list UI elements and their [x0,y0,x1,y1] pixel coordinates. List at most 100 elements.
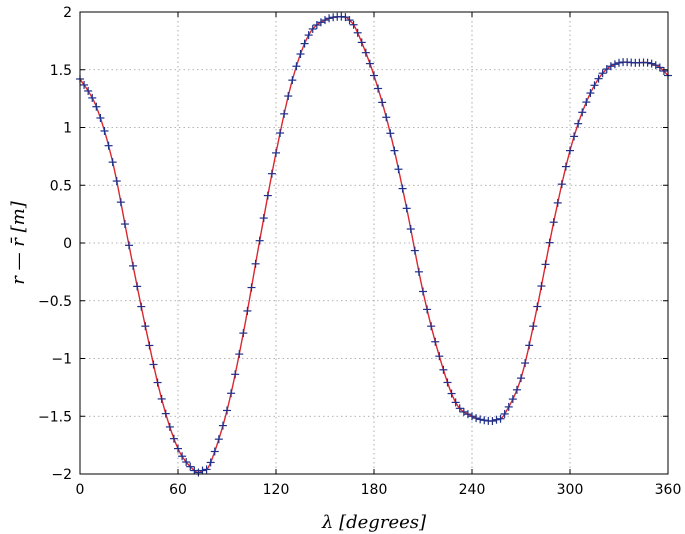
series-marker [243,306,252,315]
series-marker [288,76,297,85]
series-marker [590,81,599,90]
y-tick-label: 2 [63,5,72,21]
series-marker [463,410,472,419]
x-tick-label: 300 [557,482,584,498]
series-marker [267,169,276,178]
series-marker [239,329,248,338]
series-marker [88,93,97,102]
series-marker [541,260,550,269]
series-marker [161,409,170,418]
series-marker [149,360,158,369]
series-marker [549,218,558,227]
series-marker [480,416,489,425]
series-marker [141,322,150,331]
series-marker [169,434,178,443]
series-marker [178,452,187,461]
y-tick-label: 0.5 [50,178,72,194]
ticks: 0 60 120 180 240 300 360 −2 −1.5 −1 −0.5 0 0.5 1 1.5 2 [38,5,681,498]
series-marker [566,146,574,155]
series-marker [459,407,468,416]
series-marker [137,302,146,311]
series-marker [406,225,415,234]
series-marker [655,63,664,72]
series-marker [276,129,285,138]
series-marker [235,350,244,359]
series-marker [308,24,317,33]
series-marker [325,14,334,23]
series-marker [120,220,129,229]
series-marker [321,16,329,25]
series-marker [223,406,231,415]
series-marker [582,98,591,107]
series-marker [312,20,321,29]
series-marker [504,402,513,411]
x-tick-label: 360 [655,482,682,498]
series-marker [304,31,313,40]
series-marker [374,84,383,93]
series-marker [145,341,154,350]
series-marker [468,412,476,421]
series-marker [361,48,370,57]
series-marker [292,62,301,71]
series-marker [378,98,387,107]
x-tick-label: 240 [459,482,486,498]
y-tick-label: 1 [63,121,72,137]
series-marker [553,198,562,207]
series-marker [296,50,305,59]
series-marker [174,444,182,453]
y-tick-label: −2 [51,467,72,483]
series-marker [108,158,117,167]
series-marker [443,378,452,387]
series-marker [517,374,525,383]
series-marker [153,378,162,387]
series-marker [451,398,460,407]
series-marker [615,58,623,67]
y-tick-label: −1 [51,352,72,368]
series-marker [386,129,395,138]
series-marker [280,109,289,118]
series-marker [529,322,538,331]
series-marker [476,415,485,424]
series-marker [427,322,436,331]
series-marker [651,61,660,70]
series-marker [186,462,195,471]
series-marker [574,119,583,128]
series-marker [206,458,215,467]
series-marker [210,447,219,456]
series-marker [390,146,399,155]
series-marker [525,341,534,350]
series-marker [488,417,497,426]
series-marker [218,421,227,430]
series-marker [647,59,656,68]
series-marker [353,28,362,37]
series-marker [194,468,203,477]
series-marker [365,59,374,68]
series-marker [349,20,358,29]
series-marker [272,148,280,157]
series-marker [96,113,105,122]
series-marker [300,39,309,48]
series-marker [496,414,505,423]
series-marker [533,302,542,311]
series-marker [439,365,448,374]
series-marker [129,261,138,270]
series-marker [394,165,403,174]
series-marker [578,108,587,117]
series-layer [76,12,672,477]
series-marker [414,267,423,276]
series-marker [263,191,272,200]
x-tick-label: 180 [361,482,388,498]
series-marker [508,395,517,404]
series-marker [598,69,607,78]
series-marker [255,236,264,245]
series-marker [602,65,611,74]
series-marker [259,214,268,223]
series-marker [125,241,133,250]
series-marker [561,162,570,171]
series-marker [231,370,240,379]
series-marker [202,465,211,474]
x-axis-label: λ [degrees] [321,512,427,533]
series-marker [92,102,101,111]
series-marker [500,409,509,418]
